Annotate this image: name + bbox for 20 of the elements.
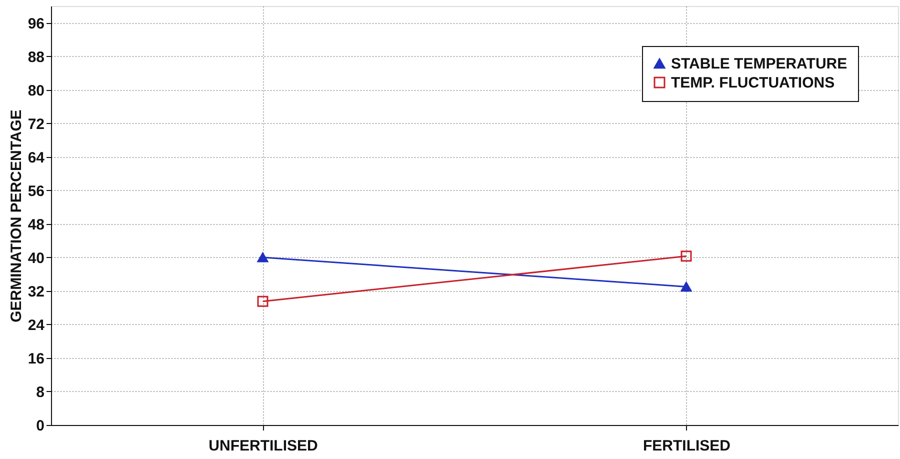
y-axis-title: GERMINATION PERCENTAGE [8, 110, 25, 322]
y-tick-label: 56 [28, 182, 44, 200]
legend-label: TEMP. FLUCTUATIONS [671, 74, 835, 92]
y-tick-label: 16 [28, 350, 44, 368]
y-tick-label: 0 [36, 418, 44, 434]
point [257, 296, 268, 307]
y-tick-label: 8 [36, 384, 44, 401]
point [680, 250, 692, 262]
y-tick-label: 96 [28, 15, 44, 32]
y-tick-label: 24 [28, 316, 46, 334]
y-tick-label: 48 [28, 216, 44, 234]
x-tick-label: UNFERTILISED [208, 438, 318, 454]
y-tick-label: 64 [28, 149, 46, 166]
y-tick-label: 88 [28, 48, 44, 66]
y-tick-label: 80 [28, 82, 44, 100]
y-tick-label: 32 [28, 283, 44, 300]
legend-label: STABLE TEMPERATURE [671, 56, 848, 72]
y-tick-label: 40 [28, 250, 44, 267]
y-tick-label: 72 [28, 116, 44, 133]
x-tick-label: FERTILISED [642, 438, 731, 454]
